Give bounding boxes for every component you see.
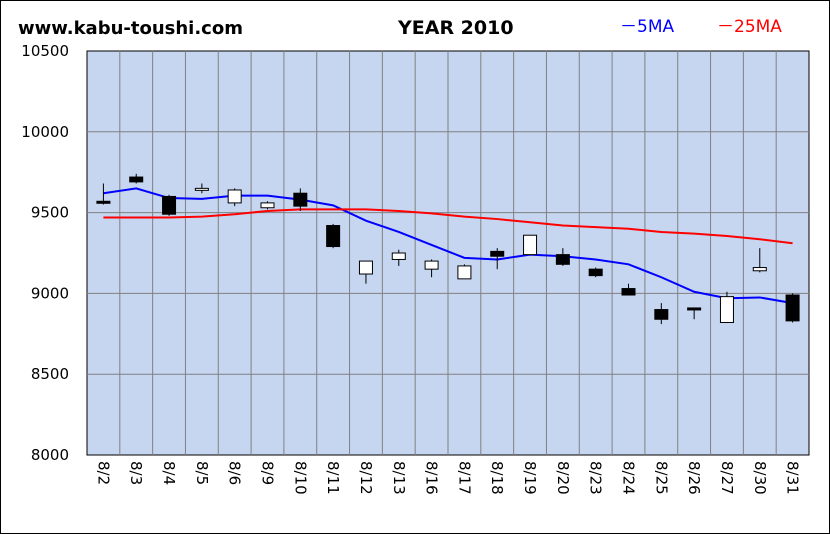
candle-body <box>719 296 734 323</box>
candle-body <box>621 288 636 296</box>
candle-body <box>260 202 275 209</box>
candle-body <box>326 225 341 248</box>
x-tick-label: 8/9 <box>259 461 277 485</box>
candle-body <box>162 195 177 215</box>
candles <box>96 173 800 325</box>
x-tick-label: 8/13 <box>390 461 408 495</box>
candle-body <box>555 254 570 265</box>
x-tick-label: 8/26 <box>685 461 703 495</box>
x-axis-ticks: 8/2 8/3 8/4 8/5 8/6 8/9 8/10 8/11 8/12 8/13 8/16 8/… <box>94 461 801 495</box>
candle-8/11 <box>326 223 341 249</box>
candle-8/25 <box>654 303 669 325</box>
y-tick-label: 9500 <box>31 204 69 222</box>
candle-8/12 <box>358 260 373 284</box>
candle-8/5 <box>194 183 209 194</box>
legend-5ma: －5MA <box>620 17 674 37</box>
x-tick-label: 8/25 <box>652 461 670 495</box>
candle-body <box>129 176 144 183</box>
x-tick-label: 8/4 <box>160 461 178 485</box>
y-axis-ticks: 8000 8500 9000 9500 10000 10500 <box>21 42 69 464</box>
candle-body <box>227 189 242 204</box>
candle-8/9 <box>260 201 275 210</box>
candle-body <box>96 200 111 204</box>
candle-8/3 <box>129 173 144 184</box>
candle-body <box>523 234 538 256</box>
x-tick-label: 8/6 <box>226 461 244 485</box>
candle-body <box>785 294 800 322</box>
moving-average-lines <box>103 187 793 305</box>
candle-8/6 <box>227 188 242 207</box>
candle-8/16 <box>424 259 439 278</box>
x-tick-label: 8/5 <box>193 461 211 485</box>
candle-8/19 <box>523 234 538 256</box>
candle-8/30 <box>752 248 767 273</box>
candle-body <box>424 260 439 270</box>
grid-lines <box>87 51 809 455</box>
candle-8/31 <box>785 293 800 323</box>
candle-8/13 <box>391 249 406 266</box>
series-line-5MA <box>103 187 793 305</box>
x-tick-label: 8/18 <box>488 461 506 495</box>
series-line-25MA <box>103 208 793 245</box>
y-tick-label: 10000 <box>21 123 69 141</box>
candle-8/23 <box>588 267 603 278</box>
candle-8/24 <box>621 283 636 296</box>
candle-body <box>752 267 767 272</box>
x-tick-label: 8/27 <box>718 461 736 495</box>
x-tick-label: 8/20 <box>554 461 572 495</box>
site-label: www.kabu-toushi.com <box>18 18 243 39</box>
candle-body <box>358 260 373 275</box>
y-tick-label: 8500 <box>31 365 69 383</box>
chart-title: YEAR 2010 <box>397 17 514 39</box>
x-tick-label: 8/24 <box>620 461 638 495</box>
candle-body <box>654 309 669 320</box>
candle-body <box>457 265 472 280</box>
y-tick-label: 9000 <box>31 284 69 302</box>
x-tick-label: 8/19 <box>521 461 539 495</box>
x-tick-label: 8/23 <box>587 461 605 495</box>
candle-body <box>293 192 308 207</box>
x-tick-label: 8/17 <box>455 461 473 495</box>
candle-8/20 <box>555 248 570 266</box>
x-tick-label: 8/30 <box>751 461 769 495</box>
legend-25ma: －25MA <box>717 17 782 37</box>
x-tick-label: 8/12 <box>357 461 375 495</box>
x-tick-label: 8/11 <box>324 461 342 495</box>
x-tick-label: 8/2 <box>94 461 112 485</box>
candle-body <box>391 252 406 260</box>
candle-8/27 <box>719 291 734 323</box>
candle-8/17 <box>457 264 472 280</box>
y-tick-label: 10500 <box>21 42 69 60</box>
x-tick-label: 8/3 <box>127 461 145 485</box>
candle-body <box>490 250 505 257</box>
candle-body <box>588 268 603 277</box>
x-tick-label: 8/16 <box>423 461 441 495</box>
candle-body <box>194 187 209 191</box>
candle-8/26 <box>687 307 702 320</box>
candle-8/10 <box>293 188 308 211</box>
y-tick-label: 8000 <box>31 446 69 464</box>
x-tick-label: 8/31 <box>784 461 802 495</box>
candle-8/18 <box>490 248 505 270</box>
candle-8/2 <box>96 183 111 205</box>
candle-body <box>687 307 702 311</box>
x-tick-label: 8/10 <box>291 461 309 495</box>
candle-8/4 <box>162 194 177 216</box>
